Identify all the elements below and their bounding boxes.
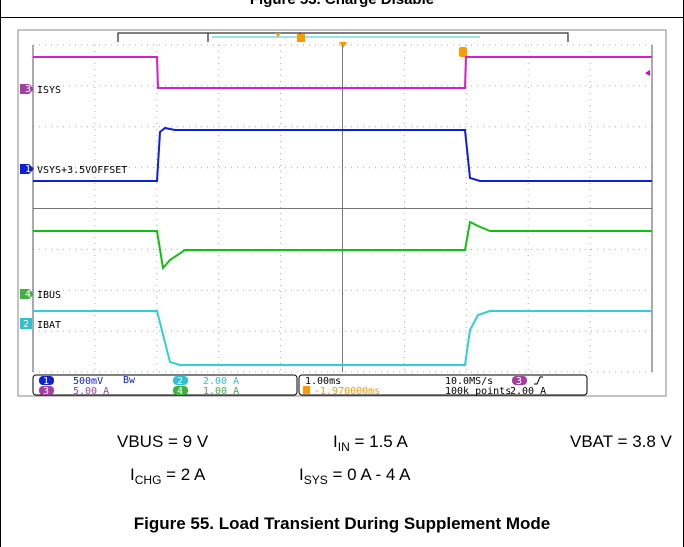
trigger-position [275, 33, 281, 37]
edge-icon [534, 376, 543, 385]
badge-label: 3 [516, 376, 522, 387]
trigger-level-marker [645, 70, 650, 76]
t-marker [297, 34, 305, 42]
sample-rate: 10.0MS/s [445, 376, 493, 387]
marker-badge: 1 [25, 164, 31, 175]
channel-label: IBAT [37, 320, 61, 331]
t-marker-2 [459, 47, 467, 57]
badge [173, 386, 188, 395]
caption: Figure 55. Load Transient During Supplem… [134, 514, 551, 533]
t-icon [303, 386, 310, 394]
marker-badge: 4 [25, 289, 31, 300]
cond-sub: CHG [135, 473, 162, 487]
ch4-scale: 1.00 A [203, 386, 239, 397]
channel-marker: 3 ISYS [20, 84, 61, 96]
badge [512, 376, 527, 385]
condition: ISYS = 0 A - 4 A [299, 465, 411, 487]
badge [39, 376, 54, 385]
channel-marker: 2 IBAT [20, 318, 61, 331]
isys-trace [33, 56, 652, 89]
ibus-trace [33, 220, 652, 271]
badge-label: 1 [43, 376, 49, 387]
badge-label: 4 [177, 386, 183, 397]
marker-badge: 3 [25, 84, 31, 95]
cond-rest: = 1.5 A [350, 432, 409, 451]
ch3-scale: 5.00 A [73, 386, 109, 397]
channel-marker: 4 IBUS [20, 289, 61, 301]
badge-label: 3 [43, 386, 49, 397]
cond-main: I [130, 465, 135, 484]
bw-flag: Bw [123, 375, 136, 386]
channel-marker: 1 VSYS+3.5VOFFSET [20, 164, 127, 176]
ch2-scale: 2.00 A [203, 376, 239, 387]
graticule [32, 44, 653, 373]
badge [173, 376, 188, 385]
channel-label: ISYS [37, 85, 61, 96]
cond-sub: SYS [304, 473, 328, 487]
ch1-scale: 500mV [73, 376, 103, 387]
channel-label: IBUS [37, 290, 61, 301]
channel-label: VSYS+3.5VOFFSET [37, 165, 127, 176]
vsys-trace [33, 126, 652, 182]
cond-rest: = 0 A - 4 A [328, 465, 411, 484]
condition: IIN = 1.5 A [333, 432, 409, 454]
condition: ICHG = 2 A [130, 465, 206, 487]
cond-main: I [299, 465, 304, 484]
record-length: 100k points [445, 386, 511, 397]
trigger-level: 2.00 A [510, 386, 546, 397]
condition: VBAT = 3.8 V [570, 432, 673, 451]
marker-badge: 2 [23, 319, 29, 330]
cond-sub: IN [338, 440, 350, 454]
badge [39, 386, 54, 395]
header-title: Figure 53. Charge Disable [250, 0, 434, 8]
trigger-delay: -1.970000ms [314, 386, 380, 397]
timebase: 1.00ms [305, 376, 341, 387]
status-box [32, 374, 298, 396]
condition: VBUS = 9 V [117, 432, 209, 451]
cond-rest: = 2 A [161, 465, 206, 484]
ibat-trace [33, 310, 652, 366]
cond-main: I [333, 432, 338, 451]
badge-label: 2 [177, 376, 183, 387]
